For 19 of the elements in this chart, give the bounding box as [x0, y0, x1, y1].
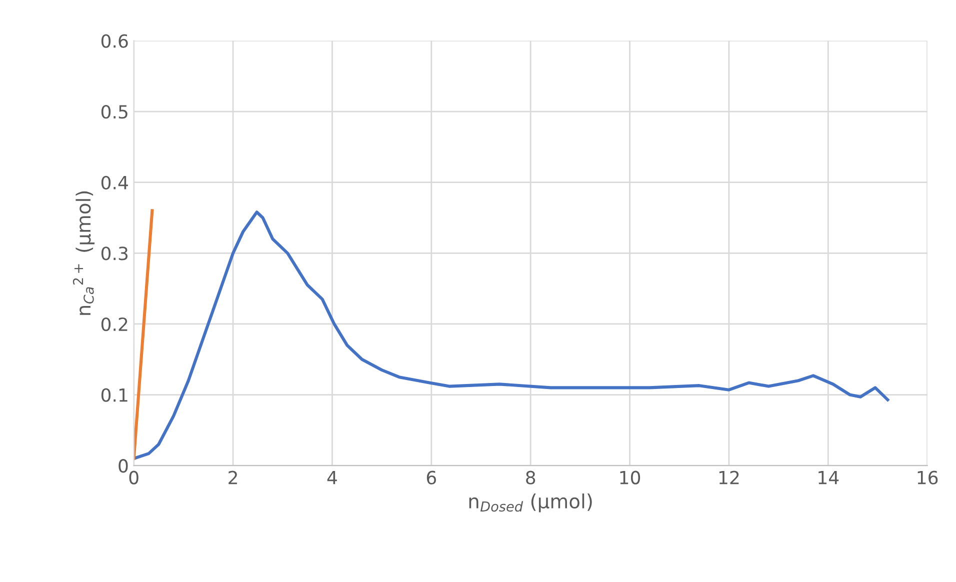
- y-tick-label: 0.6: [101, 34, 128, 48]
- x-axis-title: n$_{Dosed}$ (µmol): [469, 493, 592, 512]
- y-axis-title: n$_{Ca}$$^{2+}$ (µmol): [72, 191, 95, 315]
- y-tick-label: 0.2: [101, 317, 128, 332]
- x-tick-label: 2: [228, 470, 237, 484]
- y-tick-label: 0.1: [101, 388, 128, 402]
- x-tick-label: 8: [526, 470, 536, 484]
- y-tick-label: 0.3: [101, 246, 128, 260]
- line-series: [134, 210, 890, 460]
- x-tick-label: 4: [327, 471, 337, 484]
- x-tick-label: 10: [620, 470, 640, 484]
- y-tick-label: 0.4: [101, 176, 128, 190]
- x-tick-label: 0: [129, 470, 138, 484]
- x-tick-label: 6: [426, 470, 436, 484]
- x-tick-label: 14: [818, 471, 839, 484]
- y-tick-label: 0.5: [101, 105, 128, 119]
- x-tick-label: 12: [719, 470, 739, 484]
- y-tick-label: 0: [118, 459, 128, 473]
- x-tick-label: 16: [918, 470, 938, 484]
